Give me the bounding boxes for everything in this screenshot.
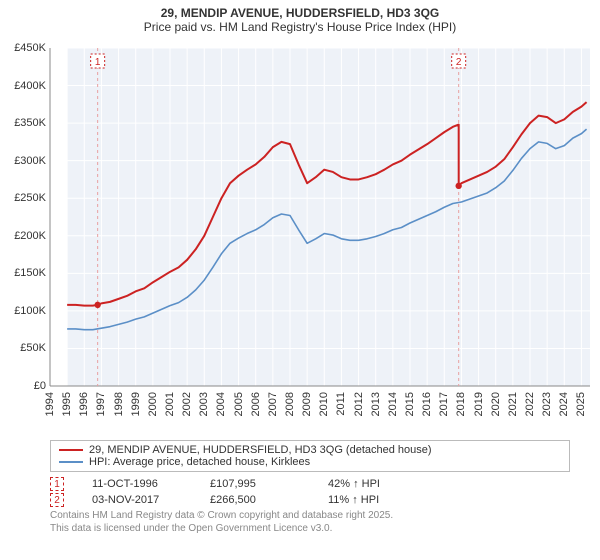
x-tick-label: 2015 bbox=[404, 392, 416, 416]
sale-price: £107,995 bbox=[210, 478, 300, 490]
y-tick-label: £200K bbox=[0, 230, 46, 242]
y-tick-label: £300K bbox=[0, 155, 46, 167]
legend-swatch bbox=[59, 461, 83, 463]
y-tick-label: £350K bbox=[0, 117, 46, 129]
x-tick-label: 2007 bbox=[267, 392, 279, 416]
sales-table: 1 11-OCT-1996 £107,995 42% ↑ HPI 2 03-NOV-201… bbox=[50, 476, 570, 508]
x-tick-label: 2011 bbox=[335, 392, 347, 416]
sales-row: 1 11-OCT-1996 £107,995 42% ↑ HPI bbox=[50, 476, 570, 492]
x-tick-label: 2003 bbox=[198, 392, 210, 416]
x-tick-label: 2023 bbox=[541, 392, 553, 416]
footer-line1: Contains HM Land Registry data © Crown c… bbox=[50, 510, 570, 523]
x-tick-label: 2010 bbox=[318, 392, 330, 416]
x-tick-label: 2001 bbox=[164, 392, 176, 416]
x-tick-label: 2006 bbox=[250, 392, 262, 416]
x-tick-label: 1998 bbox=[113, 392, 125, 416]
x-tick-label: 2004 bbox=[215, 392, 227, 416]
x-tick-label: 1995 bbox=[61, 392, 73, 416]
y-tick-label: £0 bbox=[0, 380, 46, 392]
chart-title-line1: 29, MENDIP AVENUE, HUDDERSFIELD, HD3 3QG bbox=[10, 6, 590, 20]
y-tick-label: £100K bbox=[0, 305, 46, 317]
legend-label: 29, MENDIP AVENUE, HUDDERSFIELD, HD3 3QG… bbox=[89, 444, 432, 456]
legend: 29, MENDIP AVENUE, HUDDERSFIELD, HD3 3QG… bbox=[50, 440, 570, 472]
sale-delta: 42% ↑ HPI bbox=[328, 478, 418, 490]
svg-text:1: 1 bbox=[95, 57, 101, 68]
footer-line2: This data is licensed under the Open Gov… bbox=[50, 523, 570, 536]
sale-price: £266,500 bbox=[210, 494, 300, 506]
legend-label: HPI: Average price, detached house, Kirk… bbox=[89, 456, 310, 468]
x-tick-label: 2021 bbox=[507, 392, 519, 416]
y-tick-label: £400K bbox=[0, 80, 46, 92]
sale-date: 11-OCT-1996 bbox=[92, 478, 182, 490]
y-tick-label: £250K bbox=[0, 192, 46, 204]
x-tick-label: 2020 bbox=[490, 392, 502, 416]
svg-text:2: 2 bbox=[456, 57, 462, 68]
x-tick-label: 2012 bbox=[353, 392, 365, 416]
x-tick-label: 1999 bbox=[130, 392, 142, 416]
x-tick-label: 2018 bbox=[455, 392, 467, 416]
sales-row: 2 03-NOV-2017 £266,500 11% ↑ HPI bbox=[50, 492, 570, 508]
chart-svg: 12 bbox=[0, 36, 600, 436]
footer-attribution: Contains HM Land Registry data © Crown c… bbox=[50, 510, 570, 535]
y-tick-label: £150K bbox=[0, 267, 46, 279]
legend-swatch bbox=[59, 449, 83, 451]
x-tick-label: 1994 bbox=[44, 392, 56, 416]
chart-title-line2: Price paid vs. HM Land Registry's House … bbox=[10, 20, 590, 34]
x-tick-label: 2017 bbox=[438, 392, 450, 416]
y-tick-label: £50K bbox=[0, 342, 46, 354]
x-tick-label: 2025 bbox=[575, 392, 587, 416]
legend-item: 29, MENDIP AVENUE, HUDDERSFIELD, HD3 3QG… bbox=[59, 444, 561, 456]
x-tick-label: 2008 bbox=[284, 392, 296, 416]
x-tick-label: 2022 bbox=[524, 392, 536, 416]
x-tick-label: 2005 bbox=[233, 392, 245, 416]
y-tick-label: £450K bbox=[0, 42, 46, 54]
x-tick-label: 2019 bbox=[473, 392, 485, 416]
sale-marker-badge: 1 bbox=[50, 477, 64, 491]
x-tick-label: 2009 bbox=[301, 392, 313, 416]
x-tick-label: 1996 bbox=[78, 392, 90, 416]
x-tick-label: 1997 bbox=[95, 392, 107, 416]
sale-delta: 11% ↑ HPI bbox=[328, 494, 418, 506]
sale-date: 03-NOV-2017 bbox=[92, 494, 182, 506]
x-tick-label: 2013 bbox=[370, 392, 382, 416]
legend-item: HPI: Average price, detached house, Kirk… bbox=[59, 456, 561, 468]
x-tick-label: 2000 bbox=[147, 392, 159, 416]
x-tick-label: 2016 bbox=[421, 392, 433, 416]
sale-marker-badge: 2 bbox=[50, 493, 64, 507]
chart-title-block: 29, MENDIP AVENUE, HUDDERSFIELD, HD3 3QG… bbox=[0, 0, 600, 36]
x-tick-label: 2014 bbox=[387, 392, 399, 416]
chart-area: 12 £0£50K£100K£150K£200K£250K£300K£350K£… bbox=[0, 36, 600, 436]
x-tick-label: 2024 bbox=[558, 392, 570, 416]
x-tick-label: 2002 bbox=[181, 392, 193, 416]
